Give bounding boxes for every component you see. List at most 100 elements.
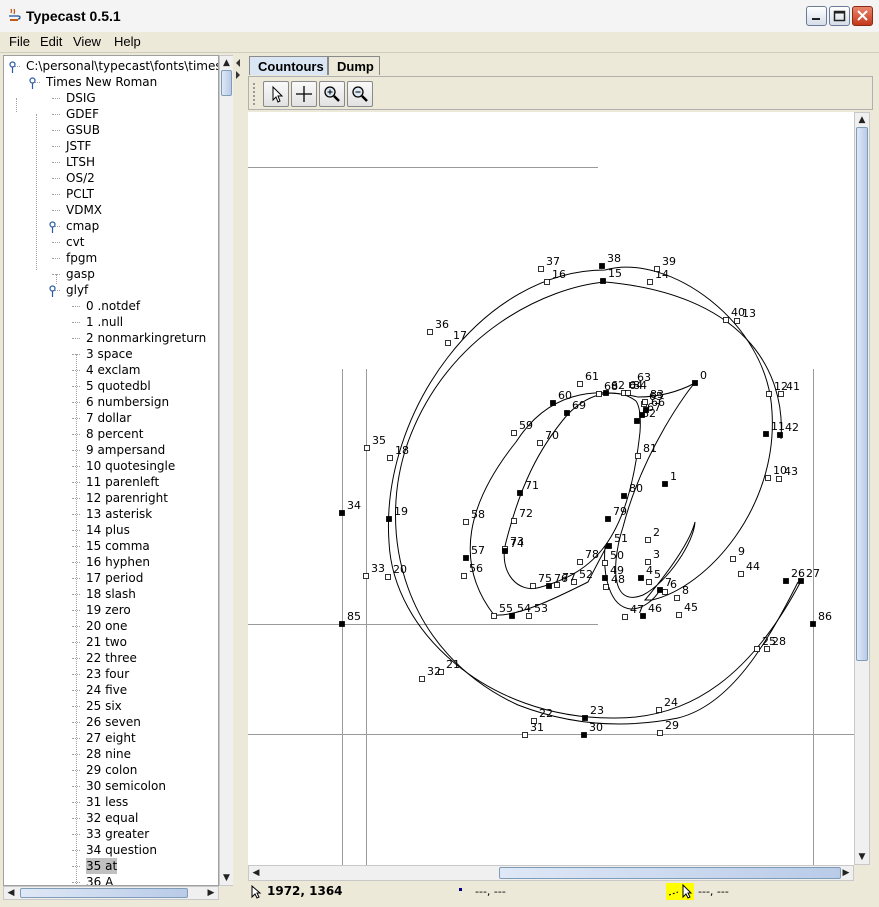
control-point-85[interactable] xyxy=(339,621,345,627)
control-point-31[interactable] xyxy=(522,732,528,738)
control-point-48[interactable] xyxy=(603,584,609,590)
tree-glyph-item[interactable]: 11 parenleft xyxy=(86,475,160,489)
tree-glyph-item[interactable]: 17 period xyxy=(86,571,144,585)
tree-glyph-item[interactable]: 4 exclam xyxy=(86,363,141,377)
control-point-11[interactable] xyxy=(763,431,769,437)
tree-table-vdmx[interactable]: VDMX xyxy=(66,203,103,217)
control-point-32[interactable] xyxy=(419,676,425,682)
scroll-up-arrow-icon[interactable]: ▲ xyxy=(223,58,230,68)
scroll-left-arrow-icon[interactable]: ◀ xyxy=(7,888,15,898)
tree-glyph-item[interactable]: 23 four xyxy=(86,667,130,681)
control-point-63[interactable] xyxy=(629,382,635,388)
control-point-84[interactable] xyxy=(625,390,631,396)
tree-table-ltsh[interactable]: LTSH xyxy=(66,155,96,169)
control-point-19[interactable] xyxy=(386,516,392,522)
tree-glyph-item[interactable]: 24 five xyxy=(86,683,128,697)
control-point-62[interactable] xyxy=(603,390,609,396)
control-point-82[interactable] xyxy=(634,418,640,424)
control-point-49[interactable] xyxy=(602,575,608,581)
tree-glyph-item[interactable]: 18 slash xyxy=(86,587,136,601)
control-point-54[interactable] xyxy=(509,613,515,619)
control-point-15[interactable] xyxy=(600,278,606,284)
tree-glyph-item[interactable]: 13 asterisk xyxy=(86,507,153,521)
control-point-50[interactable] xyxy=(602,560,608,566)
menu-file[interactable]: File xyxy=(9,34,30,49)
menu-edit[interactable]: Edit xyxy=(40,34,63,49)
control-point-37[interactable] xyxy=(538,266,544,272)
control-point-59[interactable] xyxy=(511,430,517,436)
tree-glyph-item[interactable]: 20 one xyxy=(86,619,128,633)
control-point-24[interactable] xyxy=(656,707,662,713)
control-point-46[interactable] xyxy=(640,613,646,619)
control-point-58[interactable] xyxy=(463,519,469,525)
tree-glyph-item[interactable]: 21 two xyxy=(86,635,127,649)
tab-countours[interactable]: Countours xyxy=(249,56,328,75)
control-point-20[interactable] xyxy=(385,574,391,580)
scroll-right-arrow-icon[interactable]: ▶ xyxy=(842,868,850,878)
tree-expand-handle-icon[interactable] xyxy=(29,77,36,89)
menu-view[interactable]: View xyxy=(73,34,101,49)
control-point-83[interactable] xyxy=(642,399,648,405)
split-pane-divider[interactable] xyxy=(233,55,243,900)
control-point-71[interactable] xyxy=(517,490,523,496)
tree-table-cvt[interactable]: cvt xyxy=(66,235,85,249)
tree-table-dsig[interactable]: DSIG xyxy=(66,91,96,105)
control-point-28[interactable] xyxy=(764,646,770,652)
control-point-42[interactable] xyxy=(777,432,783,438)
tree-table-glyf[interactable]: glyf xyxy=(66,283,89,297)
tree-table-gsub[interactable]: GSUB xyxy=(66,123,100,137)
control-point-23[interactable] xyxy=(582,715,588,721)
control-point-38[interactable] xyxy=(599,263,605,269)
tree-glyph-item[interactable]: 27 eight xyxy=(86,731,136,745)
tree-table-fpgm[interactable]: fpgm xyxy=(66,251,98,265)
control-point-12[interactable] xyxy=(766,391,772,397)
tree-glyph-item[interactable]: 6 numbersign xyxy=(86,395,170,409)
tree-glyph-item[interactable]: 25 six xyxy=(86,699,122,713)
control-point-25[interactable] xyxy=(754,646,760,652)
control-point-5[interactable] xyxy=(646,579,652,585)
tree-glyph-item[interactable]: 33 greater xyxy=(86,827,150,841)
tree-horizontal-scrollbar[interactable]: ◀ ▶ xyxy=(3,886,219,900)
canvas-hscroll-thumb[interactable] xyxy=(499,867,841,879)
scroll-down-arrow-icon[interactable]: ▼ xyxy=(223,873,230,883)
tree-expand-handle-icon[interactable] xyxy=(49,221,56,233)
control-point-57[interactable] xyxy=(463,555,469,561)
tree-table-jstf[interactable]: JSTF xyxy=(66,139,92,153)
tree-glyph-item[interactable]: 34 question xyxy=(86,843,157,857)
tree-glyph-item[interactable]: 5 quotedbl xyxy=(86,379,151,393)
control-point-13[interactable] xyxy=(734,318,740,324)
tree-table-gasp[interactable]: gasp xyxy=(66,267,95,281)
maximize-button[interactable] xyxy=(829,6,850,26)
control-point-10[interactable] xyxy=(765,475,771,481)
pointer-tool-button[interactable] xyxy=(263,81,289,107)
control-point-21[interactable] xyxy=(438,669,444,675)
tree-glyph-item[interactable]: 9 ampersand xyxy=(86,443,166,457)
tree-glyph-item[interactable]: 26 seven xyxy=(86,715,141,729)
control-point-7[interactable] xyxy=(657,587,663,593)
control-point-41[interactable] xyxy=(778,391,784,397)
tree-glyph-item[interactable]: 29 colon xyxy=(86,763,138,777)
control-point-74[interactable] xyxy=(502,548,508,554)
tree-root-file[interactable]: C:\personal\typecast\fonts\times.ttf xyxy=(26,59,219,73)
control-point-61[interactable] xyxy=(577,381,583,387)
control-point-70[interactable] xyxy=(537,440,543,446)
control-point-72[interactable] xyxy=(511,518,517,524)
tree-glyph-item[interactable]: 15 comma xyxy=(86,539,150,553)
tree-table-pclt[interactable]: PCLT xyxy=(66,187,94,201)
control-point-56[interactable] xyxy=(461,573,467,579)
control-point-68[interactable] xyxy=(596,391,602,397)
control-point-36[interactable] xyxy=(427,329,433,335)
control-point-67[interactable] xyxy=(639,412,645,418)
control-point-6[interactable] xyxy=(662,589,668,595)
control-point-18[interactable] xyxy=(387,455,393,461)
tree-glyph-item[interactable]: 3 space xyxy=(86,347,133,361)
zoom-in-button[interactable] xyxy=(319,81,345,107)
control-point-43[interactable] xyxy=(776,476,782,482)
canvas-vertical-scrollbar[interactable]: ▲ ▼ xyxy=(854,112,870,865)
tree-table-gdef[interactable]: GDEF xyxy=(66,107,100,121)
tree-glyph-item[interactable]: 0 .notdef xyxy=(86,299,141,313)
control-point-35[interactable] xyxy=(364,445,370,451)
tree-scroll-thumb[interactable] xyxy=(221,70,232,96)
control-point-66[interactable] xyxy=(643,407,649,413)
glyph-canvas[interactable]: 0 1 2 3 4 5 6 7 8 9 10 11 12 13 14 15 16 17 18 19 20 21 22 23 24… xyxy=(248,112,854,865)
